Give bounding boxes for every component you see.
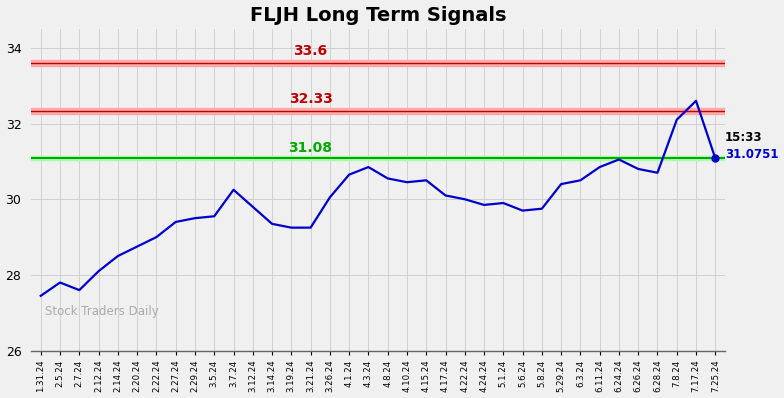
Bar	[31, 108, 725, 114]
Text: Stock Traders Daily: Stock Traders Daily	[45, 306, 159, 318]
Text: 32.33: 32.33	[289, 92, 332, 107]
Title: FLJH Long Term Signals: FLJH Long Term Signals	[250, 6, 506, 25]
Text: 31.0751: 31.0751	[725, 148, 779, 161]
Bar	[31, 60, 725, 66]
Bar	[31, 156, 725, 160]
Text: 15:33: 15:33	[725, 131, 763, 144]
Text: 33.6: 33.6	[293, 45, 328, 59]
Text: 31.08: 31.08	[289, 140, 332, 154]
